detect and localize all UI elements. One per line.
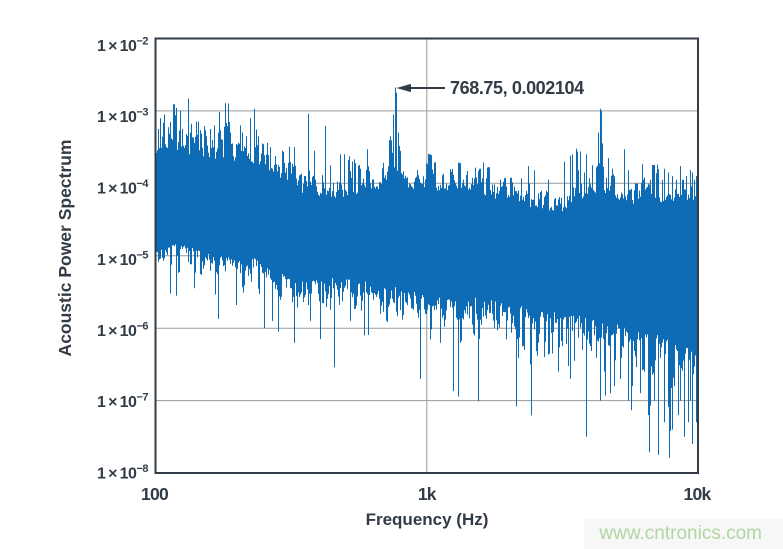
svg-text:www.cntronics.com: www.cntronics.com	[598, 523, 762, 544]
svg-text:Frequency (Hz): Frequency (Hz)	[366, 510, 489, 529]
svg-text:10k: 10k	[684, 484, 712, 504]
svg-text:768.75, 0.002104: 768.75, 0.002104	[450, 78, 584, 98]
svg-text:1 × 10−8: 1 × 10−8	[97, 463, 148, 483]
svg-text:1 × 10−2: 1 × 10−2	[97, 36, 148, 56]
svg-text:100: 100	[141, 484, 169, 504]
svg-text:1k: 1k	[418, 484, 437, 504]
svg-text:1 × 10−6: 1 × 10−6	[97, 321, 148, 341]
svg-text:Acoustic Power Spectrum: Acoustic Power Spectrum	[55, 140, 75, 357]
svg-text:1 × 10−3: 1 × 10−3	[97, 107, 148, 127]
svg-text:1 × 10−5: 1 × 10−5	[97, 249, 148, 269]
svg-text:1 × 10−7: 1 × 10−7	[97, 392, 148, 412]
